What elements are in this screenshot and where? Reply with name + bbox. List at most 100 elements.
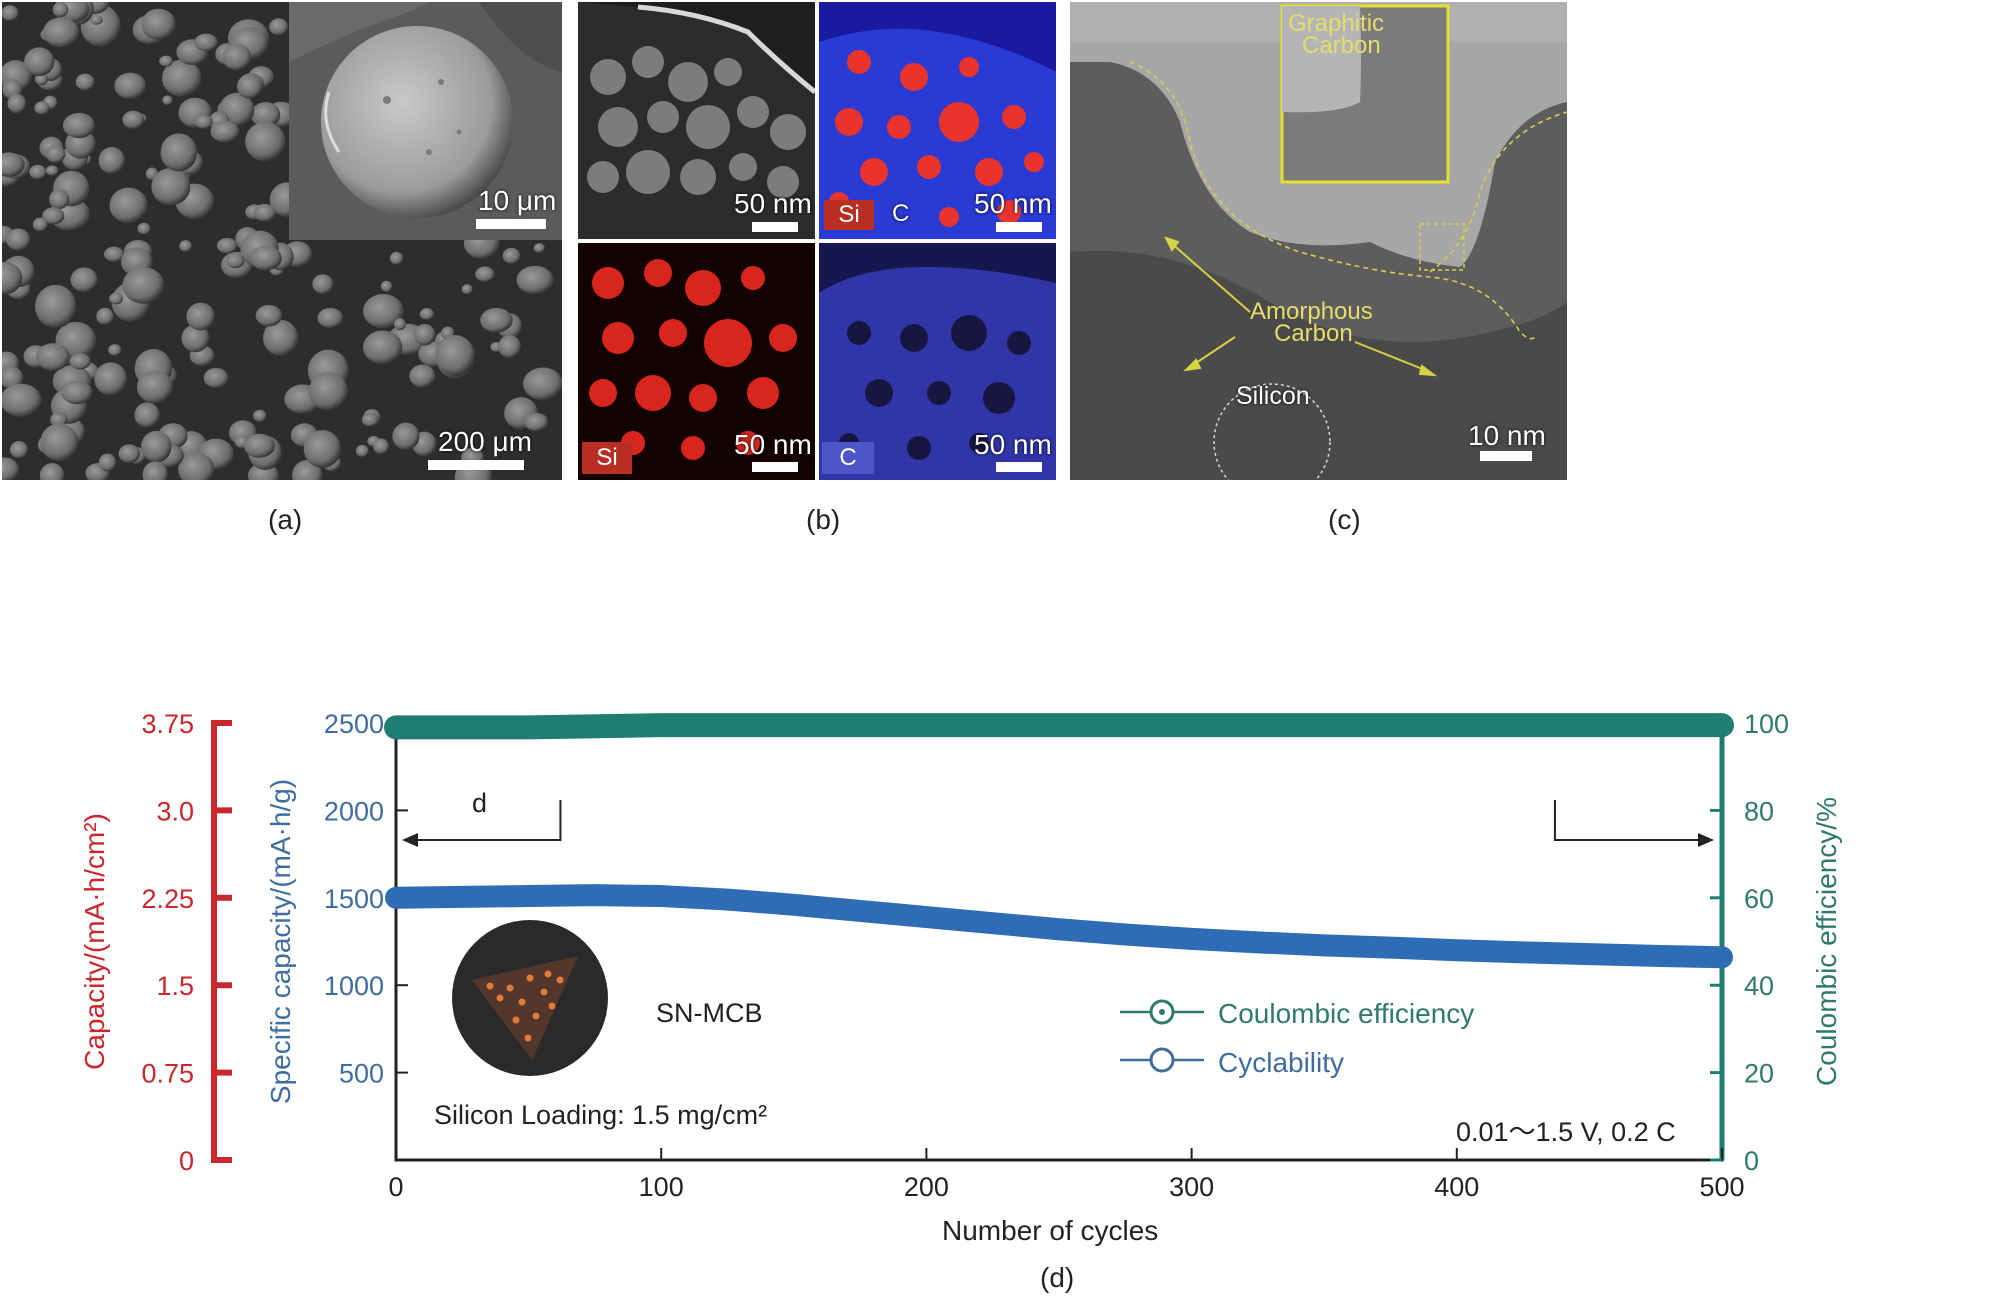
particle <box>137 222 151 235</box>
y-tick-label: 1500 <box>324 884 384 914</box>
particle <box>162 95 173 106</box>
silicon-dot <box>506 984 514 992</box>
y-right-tick-label: 40 <box>1744 971 1774 1001</box>
particle <box>136 370 173 404</box>
material-label: SN-MCB <box>656 998 763 1028</box>
particle <box>49 189 70 210</box>
y-axis-title: Specific capacity/(mA·h/g) <box>265 779 296 1104</box>
particle <box>355 444 369 457</box>
particle <box>40 423 79 462</box>
sem-image-panel-a: 10 μm 200 μm <box>2 2 562 480</box>
particle <box>237 74 263 99</box>
particle <box>94 362 128 396</box>
y-right-tick-label: 60 <box>1744 884 1774 914</box>
caption-d: (d) <box>1040 1262 1075 1293</box>
x-axis-label: Number of cycles <box>942 1215 1159 1246</box>
particle <box>108 344 122 356</box>
particle <box>2 5 19 22</box>
silicon-dot <box>556 976 564 984</box>
silicon-label: Silicon <box>1236 382 1310 410</box>
particle <box>2 152 25 177</box>
particle <box>96 307 114 325</box>
particle <box>389 251 404 265</box>
particle <box>141 430 172 463</box>
particle <box>34 101 50 115</box>
particle <box>523 367 562 401</box>
legend-marker-cyclability <box>1149 1047 1175 1073</box>
b-scale-label-4: 50 nm <box>974 429 1052 460</box>
outer-tick-label: 2.25 <box>141 884 194 914</box>
caption-b: (b) <box>806 504 841 535</box>
silicon-dot <box>512 1016 520 1024</box>
y-right-axis-title: Coulombic efficiency/% <box>1811 797 1842 1086</box>
sphere-cut-face <box>472 956 578 1060</box>
outer-tick-label: 0 <box>179 1146 194 1176</box>
outer-tick-label: 0.75 <box>141 1059 194 1089</box>
particle <box>303 430 341 468</box>
particle <box>109 292 123 305</box>
silicon-dot <box>518 998 526 1006</box>
particle <box>414 323 436 346</box>
particle <box>245 121 286 162</box>
particle <box>222 43 251 71</box>
caption-c: (c) <box>1328 504 1361 535</box>
particle <box>380 280 393 293</box>
x-tick-label: 100 <box>639 1172 684 1202</box>
main-scale-label: 200 μm <box>438 426 532 457</box>
eds-map-panel-b: 50 nm Si C 50 nm Si 50 nm C 50 nm <box>578 2 1056 480</box>
particle <box>194 114 213 129</box>
si-tag-top: Si <box>824 200 874 230</box>
particle <box>122 266 165 304</box>
legend-cyclability: Cyclability <box>1218 1047 1345 1078</box>
particle <box>159 55 173 67</box>
particle <box>216 237 238 254</box>
particle <box>50 412 68 427</box>
coulombic-efficiency-series <box>384 713 1734 740</box>
y-tick-label: 1000 <box>324 971 384 1001</box>
particle <box>516 265 554 295</box>
silicon-dot <box>524 1034 532 1042</box>
b-scale-label-2: 50 nm <box>974 188 1052 219</box>
outer-tick-label: 1.5 <box>156 971 194 1001</box>
c-scale-label: 10 nm <box>1468 420 1546 451</box>
outer-tick-label: 3.75 <box>141 709 194 739</box>
silicon-dot <box>486 982 494 990</box>
particle <box>243 433 275 458</box>
legend-marker-coulombic-dot <box>1159 1009 1165 1015</box>
particle <box>435 335 475 376</box>
right-arrow-head <box>1698 833 1714 847</box>
amorphous-label-2: Carbon <box>1274 320 1353 347</box>
particle <box>160 133 198 172</box>
particle <box>36 343 70 371</box>
particle <box>24 47 55 77</box>
particle <box>210 120 240 143</box>
x-tick-label: 300 <box>1169 1172 1214 1202</box>
b-scale-bar-3 <box>752 462 798 472</box>
particle <box>226 253 245 269</box>
particle <box>533 243 545 253</box>
si-tag-bottom: Si <box>582 442 632 474</box>
particle <box>480 307 513 333</box>
particle <box>61 380 93 405</box>
particle <box>186 302 215 331</box>
particle <box>45 165 59 176</box>
particle <box>373 438 390 455</box>
y-tick-label: 2000 <box>324 796 384 826</box>
particle <box>141 8 176 40</box>
haadf-image <box>578 2 817 239</box>
silicon-dot <box>544 970 552 978</box>
main-scale-bar <box>428 460 524 470</box>
c-scale-bar <box>1480 451 1532 461</box>
particle <box>419 308 435 320</box>
graphitic-label-2: Carbon <box>1302 32 1381 59</box>
particle <box>10 440 28 459</box>
silicon-dot <box>548 1002 556 1010</box>
particle <box>461 284 473 295</box>
particle <box>250 245 282 271</box>
particle <box>39 463 65 480</box>
particle <box>179 240 192 252</box>
particle <box>142 461 168 480</box>
particle <box>524 412 549 432</box>
particle <box>498 335 521 359</box>
particle <box>134 402 160 428</box>
